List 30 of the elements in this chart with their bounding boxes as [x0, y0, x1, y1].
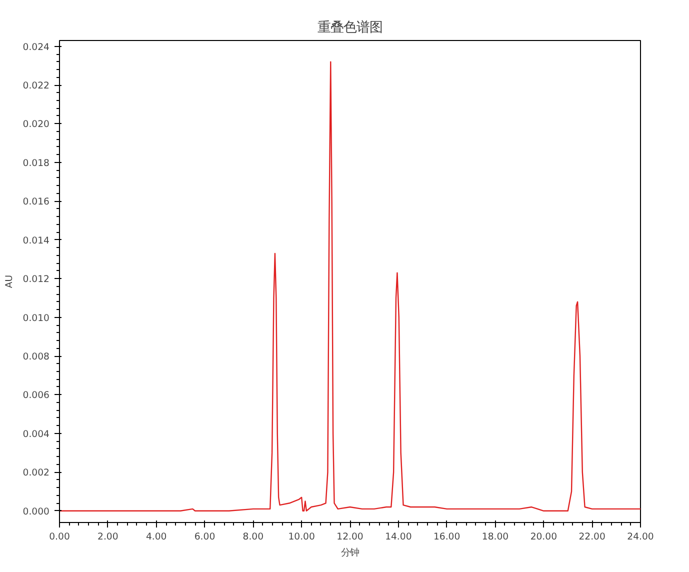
- chart-title: 重叠色谱图: [318, 20, 382, 36]
- y-tick-label: 0.010: [22, 312, 50, 324]
- y-tick-label: 0.024: [22, 42, 50, 53]
- x-tick-label: 4.00: [146, 532, 167, 542]
- y-tick-label: 0.018: [22, 158, 50, 169]
- x-tick-label: 2.00: [98, 532, 118, 542]
- y-tick-label: 0.016: [22, 196, 50, 208]
- y-tick-label: 0.006: [22, 390, 50, 402]
- x-tick-label: 0.00: [49, 532, 70, 542]
- x-tick-label: 8.00: [242, 532, 264, 542]
- x-axis-title: 分钟: [341, 548, 359, 558]
- x-tick-label: 22.00: [578, 532, 606, 542]
- y-tick-label: 0.002: [22, 468, 50, 479]
- x-tick-label: 14.00: [385, 532, 412, 542]
- y-tick-label: 0.020: [22, 119, 50, 130]
- y-tick-label: 0.012: [22, 274, 50, 286]
- x-tick-label: 6.00: [194, 532, 216, 542]
- x-tick-label: 12.00: [336, 532, 364, 542]
- x-tick-label: 10.00: [288, 532, 315, 542]
- x-tick-label: 18.00: [482, 532, 509, 542]
- y-tick-label: 0.008: [22, 352, 50, 363]
- x-tick-label: 16.00: [433, 532, 460, 542]
- y-tick-label: 0.014: [22, 235, 50, 246]
- y-tick-label: 0.022: [22, 80, 50, 92]
- x-tick-label: 20.00: [530, 532, 558, 542]
- line-series: [60, 61, 640, 512]
- y-tick-label: 0.000: [22, 506, 50, 518]
- y-axis-title: AU: [4, 274, 15, 288]
- y-tick-label: 0.004: [22, 428, 50, 440]
- x-tick-label: 24.00: [627, 532, 654, 542]
